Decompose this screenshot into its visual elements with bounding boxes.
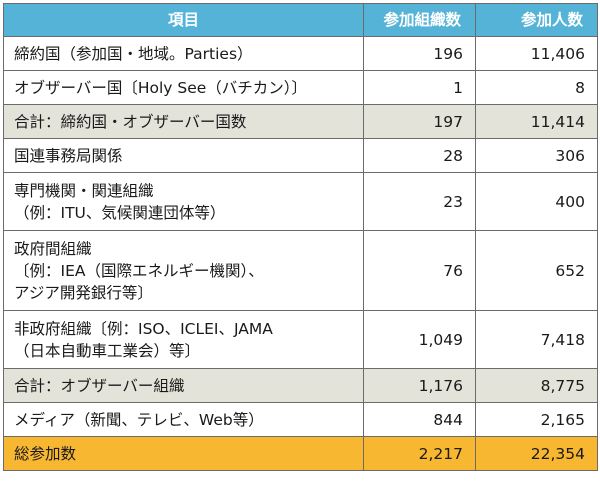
- participant-count-cell: 306: [475, 138, 598, 173]
- participant-count-cell: 8: [475, 70, 598, 105]
- row-label: 非政府組織〔例：ISO、ICLEI、JAMA （日本自動車工業会）等〕: [3, 310, 364, 369]
- participant-count-cell: 7,418: [475, 310, 598, 369]
- table-row: 政府間組織 〔例：IEA（国際エネルギー機関）、 アジア開発銀行等〕 76 652: [3, 230, 598, 311]
- org-count-cell: 76: [363, 230, 476, 311]
- row-label: 政府間組織〔例：IEA（国際エネルギー機関）、 アジア開発銀行等〕: [3, 230, 364, 311]
- org-count-cell: 1,176: [363, 368, 476, 403]
- participant-count-cell: 11,414: [475, 104, 598, 139]
- participation-table-container: 項目 参加組織数 参加人数 締約国（参加国・地域。Parties） 196 11,4…: [3, 3, 598, 471]
- row-label-line: 政府間組織: [14, 239, 92, 258]
- table-row: メディア（新聞、テレビ、Web等） 844 2,165: [3, 402, 598, 437]
- org-count-cell: 844: [363, 402, 476, 437]
- table-row: 国連事務局関係 28 306: [3, 138, 598, 173]
- row-label: 総参加数: [3, 436, 364, 471]
- row-label-line: 合計：締約国・オブザーバー国数: [14, 112, 247, 131]
- table-row: 締約国（参加国・地域。Parties） 196 11,406: [3, 36, 598, 71]
- header-org-count: 参加組織数: [363, 3, 476, 37]
- row-label-line: 〔例：IEA（国際エネルギー機関）、: [14, 261, 264, 280]
- row-label: オブザーバー国〔Holy See（バチカン）〕: [3, 70, 364, 105]
- org-count-cell: 23: [363, 172, 476, 231]
- row-label-line: メディア（新聞、テレビ、Web等）: [14, 410, 264, 429]
- table-row: 非政府組織〔例：ISO、ICLEI、JAMA （日本自動車工業会）等〕 1,049 7…: [3, 310, 598, 369]
- participation-table: 項目 参加組織数 参加人数 締約国（参加国・地域。Parties） 196 11,4…: [3, 3, 598, 471]
- row-label-line: （例：ITU、気候関連団体等）: [14, 203, 226, 222]
- row-label-line: 締約国（参加国・地域。Parties）: [14, 44, 253, 63]
- table-row: オブザーバー国〔Holy See（バチカン）〕 1 8: [3, 70, 598, 105]
- row-label-line: （日本自動車工業会）等〕: [14, 341, 201, 360]
- participant-count-cell: 2,165: [475, 402, 598, 437]
- subtotal-row: 合計：締約国・オブザーバー国数 197 11,414: [3, 104, 598, 139]
- row-label-line: オブザーバー国〔Holy See（バチカン）〕: [14, 78, 308, 97]
- participant-count-cell: 11,406: [475, 36, 598, 71]
- row-label-line: 非政府組織〔例：ISO、ICLEI、JAMA: [14, 319, 273, 338]
- table-body: 締約国（参加国・地域。Parties） 196 11,406 オブザーバー国〔Holy…: [3, 36, 598, 471]
- org-count-cell: 28: [363, 138, 476, 173]
- row-label: 合計：オブザーバー組織: [3, 368, 364, 403]
- header-item: 項目: [3, 3, 364, 37]
- table-row: 専門機関・関連組織 （例：ITU、気候関連団体等） 23 400: [3, 172, 598, 231]
- row-label: メディア（新聞、テレビ、Web等）: [3, 402, 364, 437]
- participant-count-cell: 400: [475, 172, 598, 231]
- participant-count-cell: 652: [475, 230, 598, 311]
- row-label-line: 総参加数: [14, 444, 77, 463]
- row-label: 国連事務局関係: [3, 138, 364, 173]
- org-count-cell: 197: [363, 104, 476, 139]
- row-label: 専門機関・関連組織 （例：ITU、気候関連団体等）: [3, 172, 364, 231]
- row-label-line: 専門機関・関連組織: [14, 181, 154, 200]
- row-label-line: 合計：オブザーバー組織: [14, 376, 185, 395]
- grand-total-row: 総参加数 2,217 22,354: [3, 436, 598, 471]
- org-count-cell: 1,049: [363, 310, 476, 369]
- participant-count-cell: 8,775: [475, 368, 598, 403]
- row-label: 合計：締約国・オブザーバー国数: [3, 104, 364, 139]
- table-header-row: 項目 参加組織数 参加人数: [3, 3, 598, 37]
- row-label-line: アジア開発銀行等〕: [14, 283, 153, 302]
- subtotal-row: 合計：オブザーバー組織 1,176 8,775: [3, 368, 598, 403]
- row-label-line: 国連事務局関係: [14, 146, 123, 165]
- header-participant-count: 参加人数: [475, 3, 598, 37]
- org-count-cell: 1: [363, 70, 476, 105]
- participant-count-cell: 22,354: [475, 436, 598, 471]
- row-label: 締約国（参加国・地域。Parties）: [3, 36, 364, 71]
- org-count-cell: 196: [363, 36, 476, 71]
- org-count-cell: 2,217: [363, 436, 476, 471]
